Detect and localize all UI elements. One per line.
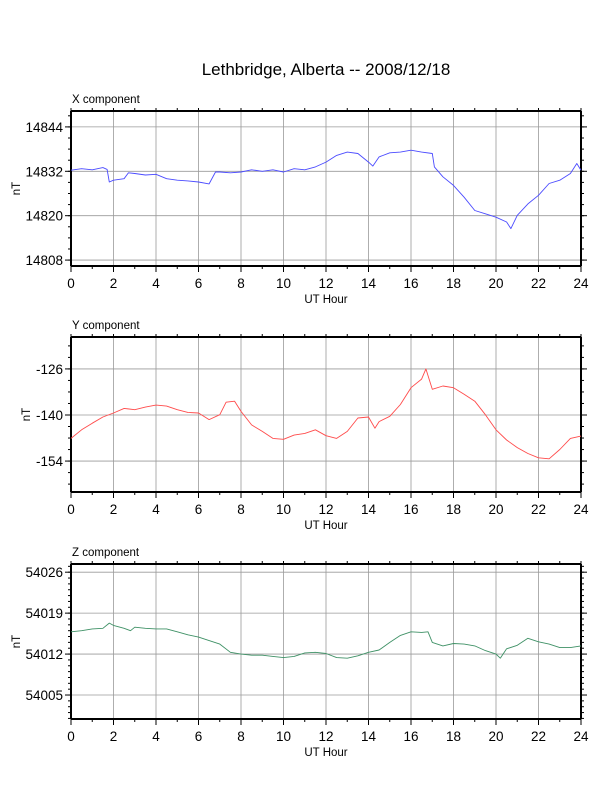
x-tick-label: 4	[152, 729, 160, 744]
x-tick-label: 0	[67, 276, 75, 291]
panel-title: X component	[72, 94, 141, 106]
x-axis-label: UT Hour	[304, 520, 347, 532]
series-line-x	[70, 149, 582, 230]
x-tick-label: 24	[573, 276, 589, 291]
x-tick-label: 12	[318, 276, 333, 291]
y-tick-label: 54026	[25, 565, 63, 580]
panel-z: 0 2 4 6 8 10 12 14 16 18 20 22 245400554012540195402…	[11, 547, 589, 759]
y-axis-label: nT	[21, 408, 33, 421]
x-tick-label: 10	[276, 502, 291, 517]
x-tick-label: 18	[446, 729, 461, 744]
x-tick-label: 16	[403, 276, 418, 291]
x-tick-label: 10	[276, 729, 291, 744]
x-tick-label: 2	[110, 502, 118, 517]
x-tick-label: 2	[110, 276, 118, 291]
x-tick-label: 16	[403, 502, 418, 517]
x-tick-label: 20	[488, 276, 503, 291]
panel-x: 0 2 4 6 8 10 12 14 16 18 20 22 241480814820148321484…	[11, 94, 589, 306]
y-tick-label: 14820	[25, 209, 63, 224]
x-tick-label: 0	[67, 729, 75, 744]
x-tick-label: 12	[318, 729, 333, 744]
x-tick-label: 14	[361, 502, 377, 517]
x-tick-label: 4	[152, 276, 160, 291]
x-tick-label: 22	[531, 502, 546, 517]
x-tick-label: 20	[488, 729, 503, 744]
x-tick-label: 8	[237, 276, 245, 291]
x-tick-label: 22	[531, 276, 546, 291]
x-tick-label: 18	[446, 502, 461, 517]
y-tick-label: 54012	[25, 647, 63, 662]
x-tick-label: 22	[531, 729, 546, 744]
x-tick-label: 6	[195, 729, 203, 744]
y-tick-label: -126	[36, 362, 63, 377]
panel-title: Y component	[72, 320, 140, 332]
series-line-y	[70, 368, 582, 460]
x-tick-label: 8	[237, 502, 245, 517]
x-tick-label: 12	[318, 502, 333, 517]
x-tick-label: 0	[67, 502, 75, 517]
x-tick-label: 10	[276, 276, 291, 291]
x-tick-label: 6	[195, 276, 203, 291]
x-tick-label: 24	[573, 502, 589, 517]
y-tick-label: -140	[36, 408, 63, 423]
series-line-z	[70, 622, 582, 659]
x-axis-label: UT Hour	[304, 294, 347, 306]
x-tick-label: 14	[361, 729, 377, 744]
panel-title: Z component	[72, 547, 140, 559]
x-tick-label: 20	[488, 502, 503, 517]
y-tick-label: 14808	[25, 253, 63, 268]
y-tick-label: -154	[36, 454, 64, 469]
x-tick-label: 6	[195, 502, 203, 517]
y-tick-label: 54019	[25, 606, 63, 621]
chart-title: Lethbridge, Alberta -- 2008/12/18	[202, 60, 451, 79]
x-tick-label: 16	[403, 729, 418, 744]
x-tick-label: 24	[573, 729, 589, 744]
x-tick-label: 2	[110, 729, 118, 744]
x-tick-label: 8	[237, 729, 245, 744]
y-tick-label: 14844	[25, 120, 63, 135]
x-tick-label: 14	[361, 276, 377, 291]
y-tick-label: 54005	[25, 688, 63, 703]
y-axis-label: nT	[11, 635, 23, 648]
x-tick-label: 18	[446, 276, 461, 291]
x-axis-label: UT Hour	[304, 747, 347, 759]
y-axis-label: nT	[11, 182, 23, 195]
x-tick-label: 4	[152, 502, 160, 517]
y-tick-label: 14832	[25, 164, 63, 179]
